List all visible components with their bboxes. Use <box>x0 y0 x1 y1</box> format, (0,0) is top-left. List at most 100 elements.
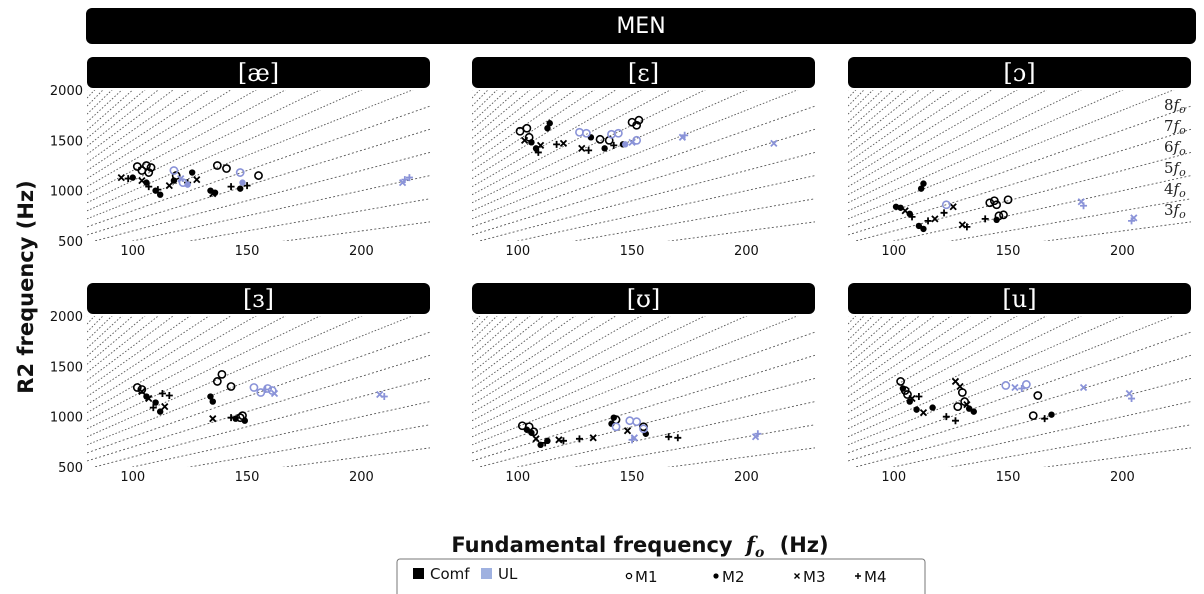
x-tick-label: 150 <box>996 470 1021 485</box>
harmonic-band <box>266 445 430 467</box>
data-point-m3 <box>193 175 201 184</box>
harmonic-line <box>87 316 159 373</box>
harmonic-line <box>87 331 430 454</box>
harmonic-band <box>472 90 534 141</box>
x-axis-title-main: Fundamental frequency <box>451 533 733 557</box>
data-point-m1 <box>263 384 273 393</box>
data-point-m3 <box>628 138 636 146</box>
data-point-m2 <box>237 185 244 192</box>
data-point-m2 <box>156 408 164 415</box>
data-point-m1 <box>953 402 963 411</box>
data-point-m3 <box>138 387 146 396</box>
harmonic-band <box>1027 445 1191 467</box>
y-tick-label: 500 <box>58 461 83 476</box>
x-tick-label: 100 <box>505 470 530 485</box>
harmonic-line <box>853 377 1191 467</box>
harmonic-line <box>87 90 159 147</box>
data-point-m2 <box>915 222 923 230</box>
harmonic-label: 6fo <box>1164 138 1186 158</box>
data-point-m4 <box>674 434 682 442</box>
panel-3: [ɔ] 100 150 200 <box>848 57 1191 259</box>
harmonic-line <box>472 90 799 220</box>
harmonic-line <box>848 0 1191 308</box>
data-point-m4 <box>124 175 132 183</box>
harmonic-line <box>848 354 1191 462</box>
data-point-m3 <box>963 400 971 409</box>
data-point-m2 <box>913 406 920 413</box>
y-axis-title: R2 frequency (Hz) <box>14 180 38 393</box>
harmonic-line <box>87 354 430 462</box>
data-points <box>132 369 388 424</box>
data-point-m4 <box>1128 395 1136 403</box>
harmonic-band <box>472 316 580 391</box>
data-point-m4 <box>227 183 235 191</box>
harmonic-line <box>948 424 1191 467</box>
data-point-m1 <box>1033 391 1043 400</box>
harmonic-band <box>472 316 534 367</box>
harmonic-line <box>472 354 815 462</box>
harmonic-line <box>87 90 174 155</box>
harmonic-band <box>87 316 195 391</box>
data-point-m3 <box>578 144 586 153</box>
data-point-m1 <box>256 388 266 397</box>
data-point-m1 <box>632 120 642 130</box>
harmonic-label: 4fo <box>1164 180 1186 200</box>
harmonic-line <box>848 316 920 373</box>
harmonic-line <box>87 316 257 414</box>
data-point-m3 <box>949 203 957 211</box>
data-point-m2 <box>207 393 214 400</box>
x-axis-title: Fundamental frequency fo (Hz) <box>451 532 828 562</box>
data-points <box>117 161 413 198</box>
x-tick-label: 100 <box>120 244 145 259</box>
legend-swatch-comf <box>413 568 424 579</box>
data-point-m3 <box>145 394 153 403</box>
data-point-m4 <box>261 385 269 393</box>
y-tick-label: 1500 <box>50 360 83 375</box>
data-point-m1 <box>212 377 222 386</box>
harmonic-line <box>848 105 1191 228</box>
data-point-m1 <box>235 168 245 177</box>
data-point-m1 <box>217 369 227 379</box>
data-point-m4 <box>754 430 762 438</box>
data-point-m2 <box>899 385 907 392</box>
legend-marker-m1 <box>625 572 633 580</box>
harmonic-band <box>472 0 815 308</box>
data-point-m3 <box>589 434 597 442</box>
panel-title: [æ] <box>238 59 279 87</box>
harmonic-line <box>187 198 430 241</box>
harmonic-line <box>472 316 559 381</box>
data-point-m3 <box>161 402 169 411</box>
data-point-m3 <box>555 436 563 444</box>
data-point-m4 <box>1041 415 1049 423</box>
data-point-m4 <box>405 174 413 182</box>
harmonic-line <box>848 128 1191 236</box>
data-point-m4 <box>585 146 593 154</box>
harmonic-band <box>882 399 1191 467</box>
data-point-m4 <box>951 417 959 425</box>
panel-2: [ɛ] 100 150 200 <box>472 57 815 259</box>
harmonic-line <box>472 316 672 422</box>
data-point-m3 <box>559 139 568 147</box>
harmonic-line <box>477 151 815 241</box>
harmonic-line <box>848 90 1018 188</box>
harmonic-line <box>472 316 481 325</box>
harmonic-band <box>848 90 910 141</box>
data-point-m2 <box>170 177 178 184</box>
data-point-m3 <box>138 176 146 185</box>
data-point-m1 <box>903 390 912 399</box>
harmonic-line <box>853 151 1191 241</box>
y-tick-label: 1500 <box>50 134 83 149</box>
harmonic-line <box>87 105 430 228</box>
data-point-m1 <box>595 134 605 144</box>
data-point-m2 <box>993 216 1000 224</box>
data-point-m3 <box>520 136 529 144</box>
data-point-m4 <box>401 176 409 184</box>
harmonic-line <box>472 105 815 228</box>
y-tick-label: 2000 <box>50 310 83 325</box>
harmonic-line <box>472 90 544 147</box>
data-point-m4 <box>165 392 173 400</box>
data-point-m1 <box>581 128 591 138</box>
harmonic-line <box>472 90 672 196</box>
